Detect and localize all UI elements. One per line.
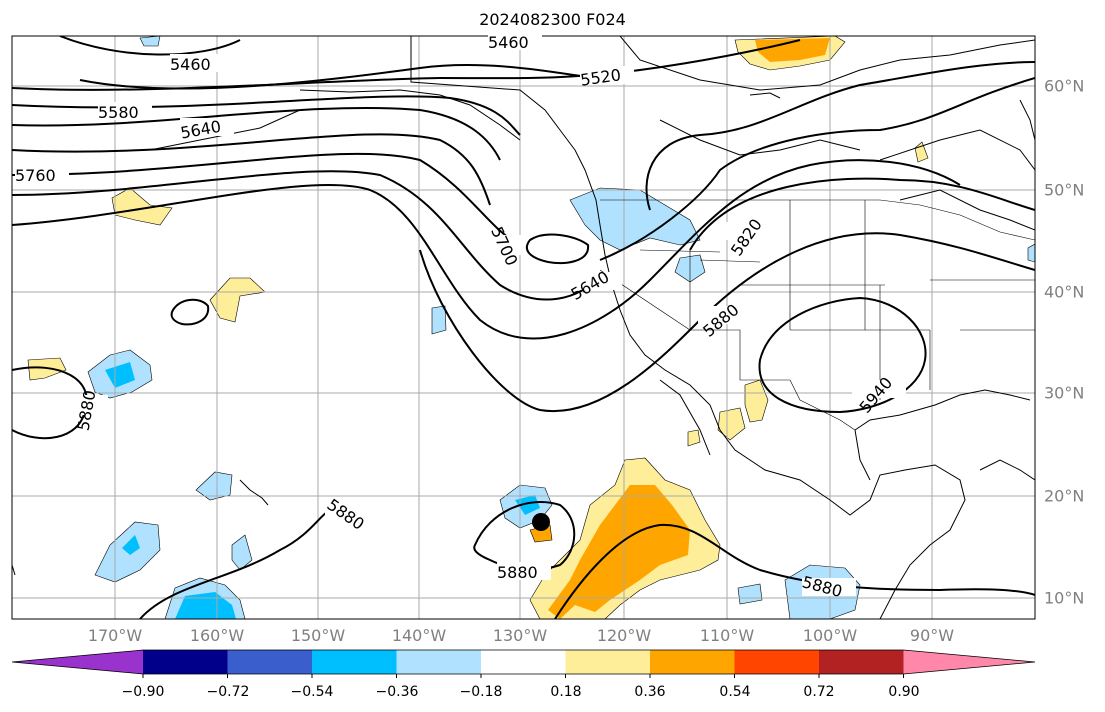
longitude-label: 110°W: [699, 626, 755, 645]
height-contours: [12, 36, 1035, 619]
colorbar-tick-label: −0.36: [375, 684, 419, 700]
longitude-label: 170°W: [87, 626, 143, 645]
contour-label: 5760: [15, 166, 56, 185]
colorbar-bin: [819, 650, 904, 674]
latitude-label: 60°N: [1044, 76, 1085, 96]
colorbar-bin: [565, 650, 651, 674]
colorbar-bin: [143, 650, 228, 674]
colorbar-extend-max: [903, 650, 1035, 674]
contour-label: 5880: [324, 495, 368, 534]
longitude-label: 160°W: [189, 626, 245, 645]
colorbar-bin: [396, 650, 482, 674]
contour-labels: 5460 5460 5520 5580 5640 5760 5700 5640 …: [15, 32, 906, 601]
colorbar-tick-label: −0.90: [121, 684, 165, 700]
contour-label: 5460: [170, 55, 211, 74]
colorbar-tick-label: 0.36: [634, 684, 666, 700]
coastlines: [12, 36, 1035, 619]
longitude-label: 120°W: [596, 626, 652, 645]
contour-label: 5880: [497, 563, 538, 582]
map-frame: [11, 35, 1036, 620]
map-title: 2024082300 F024: [479, 10, 626, 29]
contour-label: 5580: [98, 103, 139, 122]
colorbar-tick-label: 0.54: [719, 684, 751, 700]
colorbar: [11, 649, 1036, 678]
colorbar-bin: [481, 650, 566, 674]
longitude-label: 90°W: [909, 626, 955, 645]
colorbar-bin: [734, 650, 820, 674]
colorbar-tick-label: −0.72: [206, 684, 250, 700]
graticule: [12, 36, 1035, 619]
tropical-cyclone-marker: [532, 513, 550, 531]
colorbar-tick-label: −0.54: [290, 684, 334, 700]
longitude-label: 130°W: [492, 626, 548, 645]
colorbar-bin: [227, 650, 313, 674]
political-borders: [599, 199, 1035, 431]
latitude-label: 30°N: [1044, 383, 1085, 403]
colorbar-bin: [312, 650, 397, 674]
colorbar-tick-label: 0.90: [888, 684, 920, 700]
colorbar-tick-label: 0.18: [550, 684, 582, 700]
latitude-label: 50°N: [1044, 180, 1085, 200]
contour-label: 5460: [488, 33, 529, 52]
latitude-label: 20°N: [1044, 486, 1085, 506]
latitude-label: 10°N: [1044, 588, 1085, 608]
colorbar-tick-label: 0.72: [803, 684, 835, 700]
longitude-label: 140°W: [391, 626, 447, 645]
colorbar-tick-label: −0.18: [459, 684, 503, 700]
longitude-label: 100°W: [802, 626, 858, 645]
latitude-label: 40°N: [1044, 282, 1085, 302]
colorbar-extend-min: [12, 650, 143, 674]
colorbar-bin: [650, 650, 735, 674]
longitude-label: 150°W: [290, 626, 346, 645]
